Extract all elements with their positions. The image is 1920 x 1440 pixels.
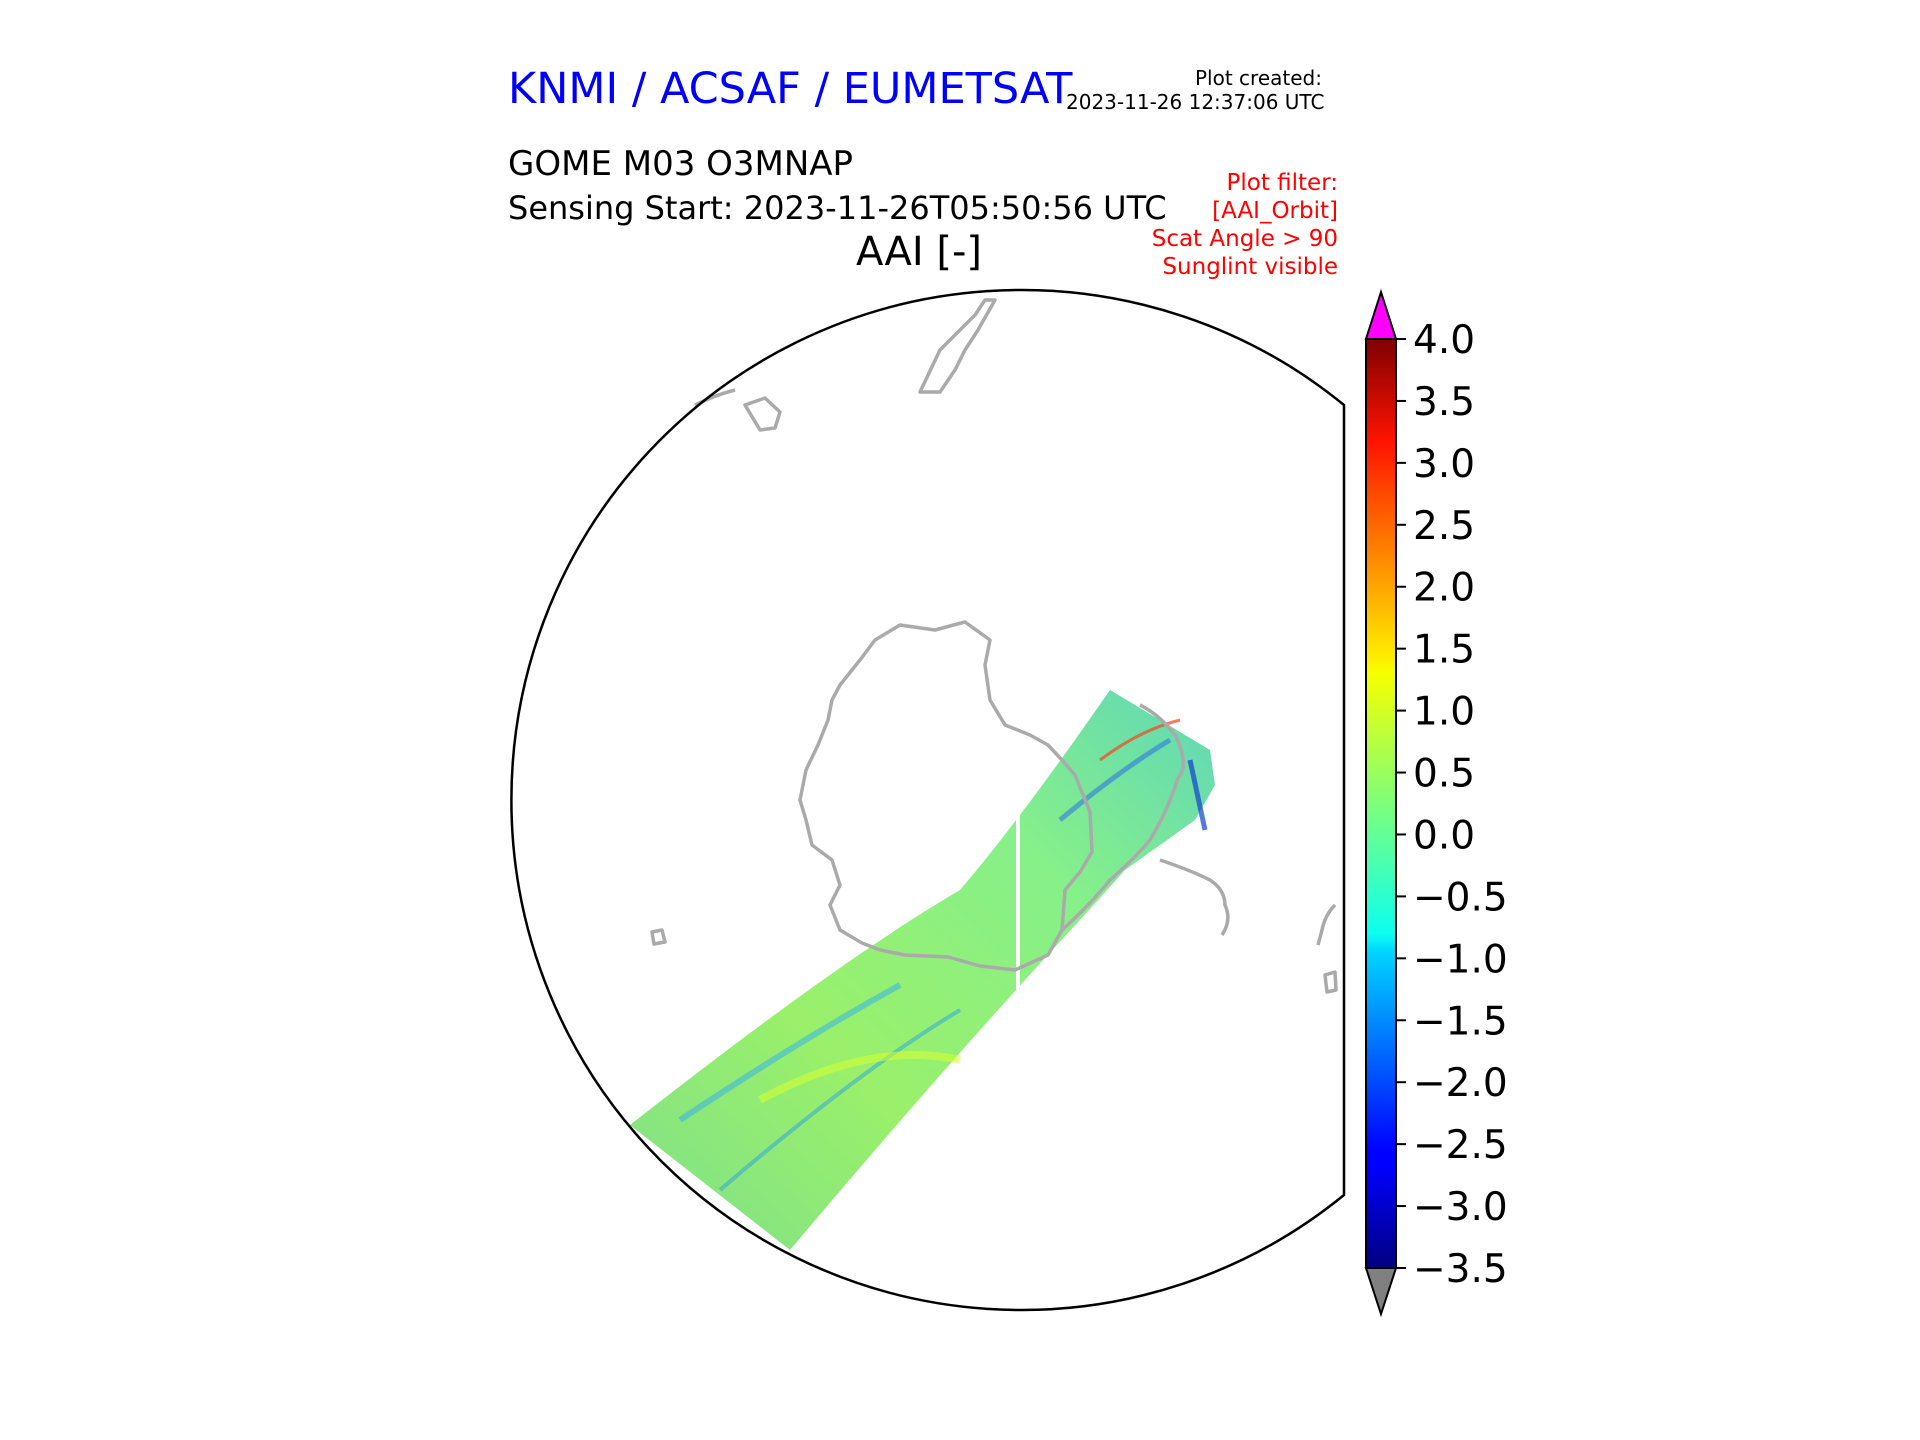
swath-texture-2 <box>718 1008 962 1192</box>
filter-line-3: Scat Angle > 90 <box>1151 226 1338 252</box>
globe-boundary <box>510 288 1346 1312</box>
colorbar-ticks: 4.0 3.5 3.0 2.5 2.0 1.5 1.0 0.5 0.0 −0.5 −1.0 −1.5 −… <box>1396 318 1508 1292</box>
colorbar: 4.0 3.5 3.0 2.5 2.0 1.5 1.0 0.5 0.0 −0.5 −1.0 −1.5 −… <box>1364 288 1508 1318</box>
sensing-start: Sensing Start: 2023-11-26T05:50:56 UTC <box>508 189 1167 227</box>
plot-created-label: Plot created: <box>1195 66 1322 90</box>
swath-texture-3 <box>758 1051 961 1104</box>
product-title: GOME M03 O3MNAP <box>508 144 854 184</box>
plot-created-time: 2023-11-26 12:37:06 UTC <box>1066 90 1325 114</box>
swath-texture-4 <box>1058 737 1172 822</box>
swath-texture-1 <box>678 982 902 1123</box>
colorbar-tick-label: 0.0 <box>1413 813 1475 858</box>
colorbar-tick-label: −3.5 <box>1413 1247 1508 1292</box>
colorbar-tick-label: 3.0 <box>1413 442 1475 487</box>
coastline-tasmania <box>743 396 782 432</box>
coastline-south-america <box>1159 858 1230 936</box>
colorbar-tick-label: −3.0 <box>1413 1185 1508 1230</box>
colorbar-over-triangle <box>1364 288 1398 340</box>
colorbar-tick-label: 3.5 <box>1413 380 1475 425</box>
coastline-new-zealand <box>918 298 997 394</box>
colorbar-tick-label: −1.0 <box>1413 937 1508 982</box>
colorbar-tick-label: −2.0 <box>1413 1061 1508 1106</box>
coastlines <box>650 298 1338 994</box>
swath-band <box>630 690 1215 1250</box>
coastline-peninsula <box>1060 703 1185 932</box>
colorbar-tick-label: 0.5 <box>1413 752 1475 797</box>
swath-texture-5 <box>1099 718 1181 762</box>
variable-title: AAI [-] <box>856 229 982 275</box>
filter-line-4: Sunglint visible <box>1162 254 1338 280</box>
colorbar-tick-label: 2.5 <box>1413 504 1475 549</box>
colorbar-tick-label: −2.5 <box>1413 1123 1508 1168</box>
coastline-island-east <box>1323 970 1338 994</box>
swath-texture-6 <box>1187 759 1208 831</box>
colorbar-tick-label: 1.5 <box>1413 628 1475 673</box>
colorbar-tick-label: −0.5 <box>1413 875 1508 920</box>
colorbar-gradient <box>1366 339 1396 1268</box>
coastline-island-west <box>650 928 667 946</box>
colorbar-tick-label: 4.0 <box>1413 318 1475 363</box>
colorbar-tick-label: 2.0 <box>1413 566 1475 611</box>
agency-header: KNMI / ACSAF / EUMETSAT <box>508 64 1073 114</box>
coastline-antarctica <box>798 620 1094 972</box>
colorbar-frame <box>1365 338 1397 1269</box>
colorbar-under-triangle <box>1364 1267 1398 1318</box>
coastline-australia-edge <box>694 388 736 407</box>
filter-line-2: [AAI_Orbit] <box>1212 198 1338 224</box>
coastline-africa-edge <box>1316 903 1337 946</box>
filter-line-1: Plot filter: <box>1226 170 1338 196</box>
colorbar-tick-label: −1.5 <box>1413 999 1508 1044</box>
colorbar-tick-label: 1.0 <box>1413 690 1475 735</box>
aai-swath <box>630 690 1215 1250</box>
